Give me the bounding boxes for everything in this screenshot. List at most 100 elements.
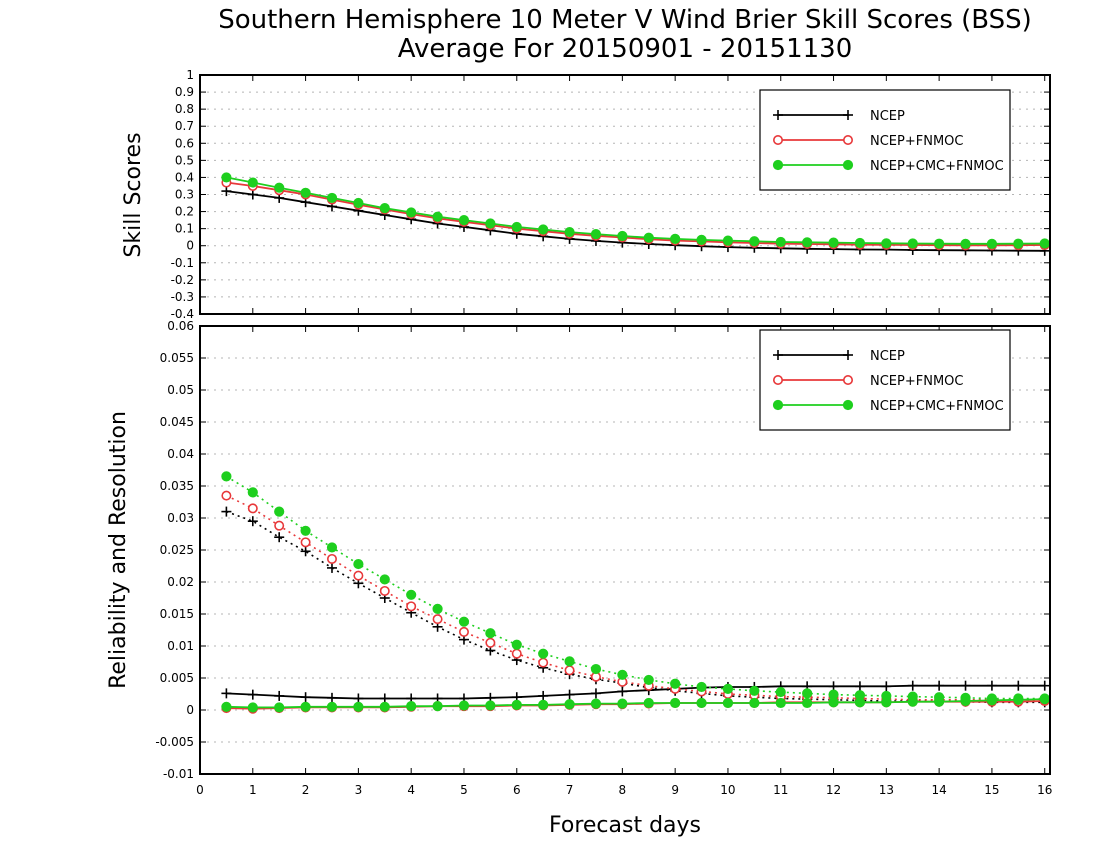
bottom-series-point (617, 698, 628, 709)
top-series-point (696, 234, 707, 246)
bottom-series-point (960, 680, 971, 691)
bottom-series-point (1039, 693, 1050, 704)
top-ytick-label: 0.2 (175, 205, 194, 219)
bottom-ytick-label: 0.06 (167, 319, 194, 333)
bottom-series-4 (221, 694, 1050, 713)
bottom-series-point (485, 700, 496, 711)
top-legend-marker (842, 135, 853, 146)
bottom-ytick-label: 0.04 (167, 447, 194, 461)
bottom-series-point (881, 681, 892, 692)
xtick-label: 8 (619, 783, 627, 797)
bottom-series-point (696, 681, 707, 693)
bottom-y-axis: 0.06 0.055 0.05 0.045 0.04 0.035 0.03 0.025 0.02… (155, 319, 1050, 781)
xtick-label: 0 (196, 783, 204, 797)
xtick-label: 7 (566, 783, 574, 797)
top-series-point (379, 203, 390, 214)
top-ytick-label: -0.2 (171, 273, 194, 287)
bottom-ytick-label: 0 (186, 703, 194, 717)
top-ytick-label: -0.3 (171, 290, 194, 304)
xtick-label: 2 (302, 783, 310, 797)
bottom-series-point (379, 585, 390, 596)
bottom-series-point (564, 699, 575, 710)
bottom-series-point (485, 637, 496, 648)
bottom-series-point (300, 525, 311, 536)
bottom-series-point (643, 674, 654, 686)
bottom-series-point (247, 689, 258, 700)
bottom-y-axis-title: Reliability and Resolution (106, 411, 131, 689)
top-legend-label: NCEP+FNMOC (870, 134, 963, 149)
x-axis-title: Forecast days (549, 813, 701, 838)
top-ytick-label: 0.6 (175, 136, 194, 150)
bottom-series-point (221, 506, 232, 517)
top-ytick-label: -0.1 (171, 256, 194, 270)
bottom-series-5 (221, 471, 1050, 704)
chart-title-line1: Southern Hemisphere 10 Meter V Wind Brie… (218, 5, 1032, 35)
top-y-axis-title: Skill Scores (121, 132, 146, 257)
top-series-point (670, 233, 681, 244)
bottom-ytick-label: -0.01 (163, 767, 194, 781)
bottom-series-point (274, 702, 285, 713)
bottom-series-point (564, 689, 575, 700)
bottom-series-point (802, 697, 813, 709)
top-legend-marker (843, 110, 853, 120)
bottom-ytick-label: 0.03 (167, 511, 194, 525)
bottom-series-point (907, 680, 918, 691)
bottom-series-point (353, 701, 364, 712)
bottom-legend-marker (842, 399, 854, 411)
bottom-series-point (828, 689, 839, 700)
top-series-point (300, 187, 311, 198)
top-series-point (1013, 238, 1024, 249)
bottom-series-point (379, 574, 390, 585)
top-series-point (564, 226, 575, 238)
bottom-series-point (326, 692, 337, 703)
bottom-series-point (881, 690, 892, 702)
bottom-series-point (326, 562, 337, 573)
bottom-series-point (775, 697, 786, 709)
bottom-series-point (670, 678, 681, 689)
bottom-series-point (749, 685, 760, 696)
top-series-point (960, 238, 971, 249)
top-series-point (775, 236, 786, 248)
bottom-series-point (274, 520, 285, 531)
top-series-point (643, 232, 654, 243)
bottom-series-point (960, 692, 971, 703)
xtick-label: 4 (407, 783, 415, 797)
top-series-point (749, 236, 760, 247)
top-series-point (722, 235, 734, 246)
bottom-series-point (274, 532, 285, 543)
top-series-point (274, 182, 285, 193)
bottom-series-point (221, 490, 232, 501)
bottom-series-point (326, 542, 338, 553)
x-axis: 0 1 2 3 4 5 6 7 8 9 10 11 12 13 14 15 16 (196, 783, 1052, 797)
xtick-label: 1 (249, 783, 257, 797)
top-ytick-label: 1 (186, 68, 194, 82)
bottom-series-point (564, 665, 575, 676)
xtick-label: 6 (513, 783, 521, 797)
top-ytick-label: 0.4 (175, 170, 194, 184)
bottom-series-point (749, 697, 760, 709)
bottom-series-point (1013, 680, 1024, 691)
bottom-ytick-label: 0.02 (167, 575, 194, 589)
top-series-point (907, 238, 918, 249)
bottom-series-point (458, 626, 469, 637)
top-series-point (221, 172, 232, 183)
bottom-plot-frame (199, 325, 1051, 775)
bottom-series-point (274, 506, 285, 517)
bottom-series-point (538, 699, 549, 710)
top-series-point (828, 237, 839, 248)
bottom-series-point (379, 701, 390, 712)
bottom-series-point (511, 648, 522, 659)
bottom-series-point (934, 692, 945, 703)
bottom-series-point (590, 698, 602, 709)
bottom-ytick-label: 0.01 (167, 639, 194, 653)
bottom-series-point (353, 570, 364, 581)
bottom-series-point (326, 701, 338, 712)
top-y-axis: 1 0.9 0.8 0.7 0.6 0.5 0.4 0.3 0.2 0.1 0 -0.1 -0.2 -0.… (171, 68, 1050, 321)
top-ytick-label: 0.3 (175, 188, 194, 202)
xtick-label: 12 (826, 783, 841, 797)
bottom-series-point (353, 558, 364, 570)
top-series-point (221, 186, 232, 197)
bottom-series-point (300, 546, 311, 557)
bottom-series-point (221, 701, 232, 712)
